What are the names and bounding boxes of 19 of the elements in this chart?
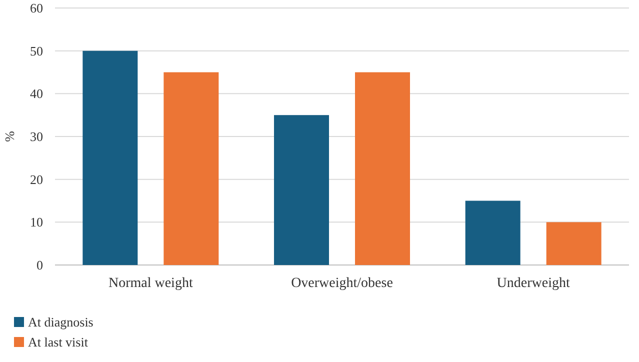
bar: [355, 72, 410, 265]
x-tick-label: Normal weight: [108, 276, 193, 291]
bar: [546, 222, 602, 265]
y-tick-label: 60: [30, 0, 43, 16]
x-tick-label: Underweight: [496, 276, 570, 291]
bar: [465, 200, 520, 265]
y-axis-title: %: [2, 130, 17, 142]
y-tick-label: 0: [36, 258, 43, 273]
bar: [82, 50, 138, 265]
y-tick-label: 10: [30, 214, 43, 230]
y-tick-label: 30: [30, 129, 43, 144]
bar: [274, 115, 329, 265]
bar: [164, 72, 219, 265]
x-tick-label: Overweight/obese: [291, 276, 393, 291]
legend-label: At diagnosis: [28, 314, 94, 330]
y-tick-label: 50: [30, 43, 43, 58]
y-tick-label: 20: [30, 172, 43, 187]
legend-label: At last visit: [28, 334, 88, 350]
y-tick-label: 40: [30, 86, 43, 102]
